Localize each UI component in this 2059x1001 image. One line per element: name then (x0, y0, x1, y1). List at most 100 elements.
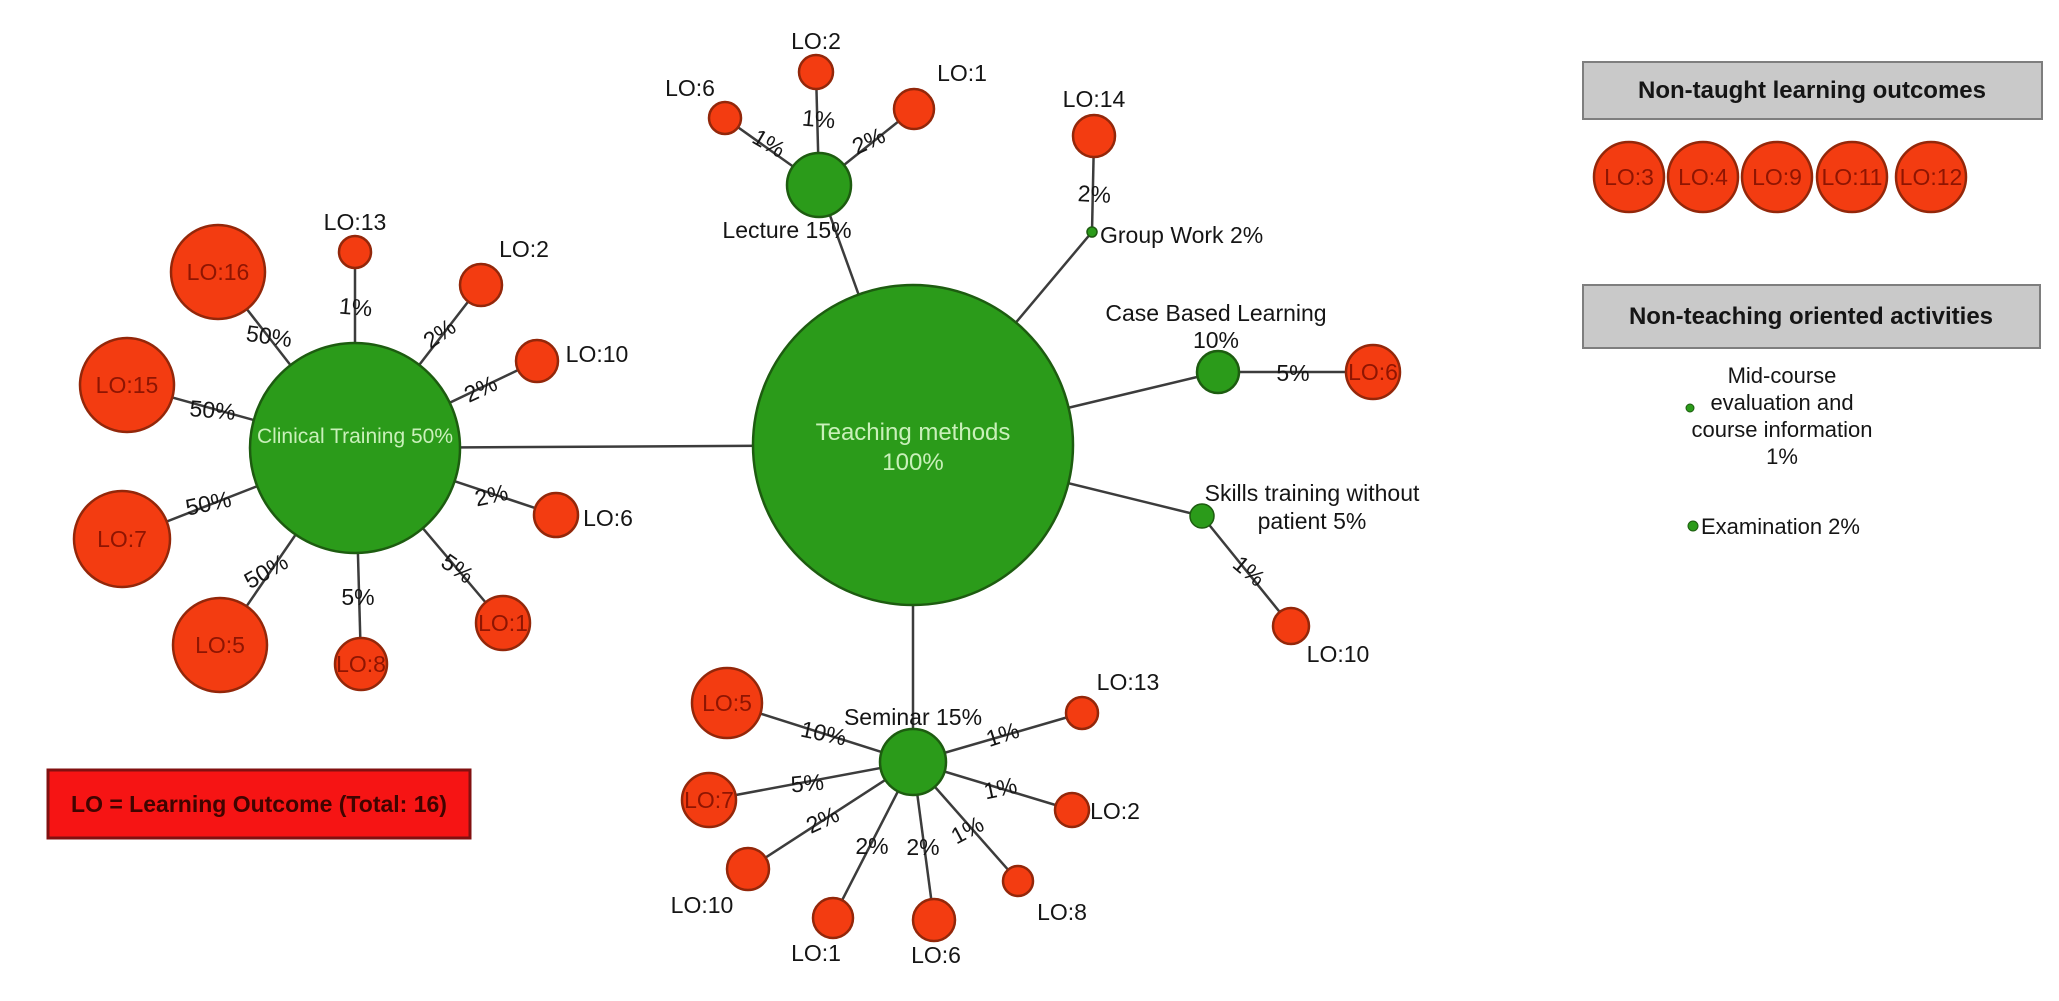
node-lo2s (1053, 791, 1091, 829)
node-label-clinical: Clinical Training 50% (257, 425, 453, 448)
node-lo5s (690, 666, 764, 740)
edge-label-cbl-lo6cb: 5% (1276, 360, 1309, 386)
non-taught-panel: Non-taught learning outcomes LO:3 LO:4 LO:… (1582, 61, 2043, 214)
edge-label-seminar-lo10m: 2% (802, 801, 843, 839)
node-lo1c (474, 594, 532, 652)
node-label-skills-1: patient 5% (1258, 508, 1367, 534)
node-label-lo15: LO:15 (96, 372, 159, 398)
node-label-lo13c: LO:13 (324, 209, 387, 235)
edge-label-seminar-lo2s: 1% (981, 772, 1019, 804)
node-lo14 (1071, 113, 1117, 159)
non-taught-outcome-lo-3 (1592, 140, 1666, 214)
non-teaching-header-title: Non-teaching oriented activities (1629, 303, 1993, 330)
node-lo13c (337, 234, 373, 270)
legend: LO = Learning Outcome (Total: 16) (46, 768, 472, 840)
node-lo2c (458, 262, 504, 308)
node-lo7s (680, 771, 738, 829)
node-lo7c (72, 489, 172, 589)
edge-label-clinical-lo7c: 50% (183, 486, 233, 521)
legend-label: LO = Learning Outcome (Total: 16) (71, 791, 447, 817)
non-taught-outcome-label-lo-12: LO:12 (1900, 164, 1963, 190)
node-lecture (785, 151, 853, 219)
non-taught-outcome-label-lo-4: LO:4 (1678, 164, 1728, 190)
edge-label-lecture-lo2l: 1% (801, 105, 836, 134)
activity-dot-0 (1685, 403, 1695, 413)
non-taught-outcome-lo-9 (1740, 140, 1814, 214)
edge-label-seminar-lo1s: 2% (855, 833, 888, 859)
node-lo16 (169, 223, 267, 321)
node-label-lo2s: LO:2 (1090, 798, 1140, 824)
node-lo1s (811, 896, 855, 940)
node-label-skills: Skills training without (1205, 480, 1420, 506)
node-label-teaching-1: 100% (882, 449, 943, 476)
non-taught-outcome-lo-4 (1666, 140, 1740, 214)
edge-label-groupwork-lo14: 2% (1077, 180, 1112, 208)
edge-label-clinical-lo10c: 2% (460, 370, 501, 408)
non-taught-outcome-label-lo-3: LO:3 (1604, 164, 1654, 190)
node-lo10m (725, 846, 771, 892)
edge-label-clinical-lo8c: 5% (341, 584, 374, 610)
node-label-lo13s: LO:13 (1097, 669, 1160, 695)
node-lo10sk (1271, 606, 1311, 646)
node-lo15 (78, 336, 176, 434)
edge-label-clinical-lo15: 50% (189, 395, 237, 425)
node-label-lo1l: LO:1 (937, 60, 987, 86)
nodes-layer (72, 53, 1402, 943)
node-label-teaching: Teaching methods (816, 419, 1011, 446)
node-label-lo8s: LO:8 (1037, 899, 1087, 925)
node-label-seminar: Seminar 15% (844, 704, 982, 730)
activity-text-1-0: Examination 2% (1701, 514, 1860, 539)
node-lo5c (171, 596, 269, 694)
edge-label-clinical-lo1c: 5% (437, 548, 479, 588)
non-taught-outcomes-layer: LO:3 LO:4 LO:9 LO:11 LO:12 (1592, 140, 1968, 214)
node-cbl (1195, 349, 1241, 395)
activity-text-0-1: evaluation and (1710, 390, 1853, 415)
edge-label-lecture-lo6l: 1% (748, 124, 790, 163)
node-labels-layer: Teaching methods 100% Clinical Training 50… (96, 28, 1420, 968)
node-label-cbl: Case Based Learning (1105, 300, 1326, 326)
node-label-lo10sk: LO:10 (1307, 641, 1370, 667)
node-label-cbl-1: 10% (1193, 327, 1239, 353)
edge-label-seminar-lo7s: 5% (790, 769, 825, 798)
edge-label-clinical-lo13c: 1% (338, 293, 373, 322)
non-taught-outcome-label-lo-9: LO:9 (1752, 164, 1802, 190)
node-label-lo1c: LO:1 (478, 610, 528, 636)
edge-label-clinical-lo16: 50% (245, 320, 294, 352)
node-label-lo6l: LO:6 (665, 75, 715, 101)
node-label-lo7c: LO:7 (97, 526, 147, 552)
node-label-lo1s: LO:1 (791, 940, 841, 966)
node-skills (1189, 503, 1215, 529)
node-label-lecture: Lecture 15% (722, 217, 851, 243)
node-label-lo5c: LO:5 (195, 632, 245, 658)
activity-dot-1 (1687, 520, 1699, 532)
edge-label-seminar-lo8s: 1% (946, 811, 988, 850)
edge-label-clinical-lo5c: 50% (240, 548, 293, 594)
node-lo1l (892, 87, 936, 131)
node-label-lo6s: LO:6 (911, 942, 961, 968)
activity-text-0-3: 1% (1766, 444, 1798, 469)
node-label-lo10c: LO:10 (566, 341, 629, 367)
non-teaching-header-box (1582, 284, 2041, 349)
node-label-groupwork: Group Work 2% (1100, 222, 1263, 248)
node-lo13s (1064, 695, 1100, 731)
edge-label-lecture-lo1l: 2% (848, 122, 889, 160)
node-seminar (878, 727, 948, 797)
node-lo6cb (1344, 343, 1402, 401)
node-lo6c (532, 491, 580, 539)
activity-text-0-0: Mid-course (1728, 363, 1837, 388)
node-teaching (751, 283, 1075, 607)
node-lo8c (333, 636, 389, 692)
edge-seminar-lo7s (708, 760, 914, 802)
non-taught-outcome-label-lo-11: LO:11 (1822, 164, 1883, 190)
node-label-lo6cb: LO:6 (1348, 359, 1398, 385)
non-taught-header-title: Non-taught learning outcomes (1638, 77, 1986, 104)
activity-text-0-2: course information (1692, 417, 1873, 442)
edge-label-seminar-lo5s: 10% (798, 716, 848, 751)
non-taught-outcome-lo-12 (1894, 140, 1968, 214)
non-taught-outcome-lo-11 (1815, 140, 1889, 214)
node-label-lo6c: LO:6 (583, 505, 633, 531)
node-groupwork (1086, 226, 1098, 238)
non-taught-header-box (1582, 61, 2043, 120)
